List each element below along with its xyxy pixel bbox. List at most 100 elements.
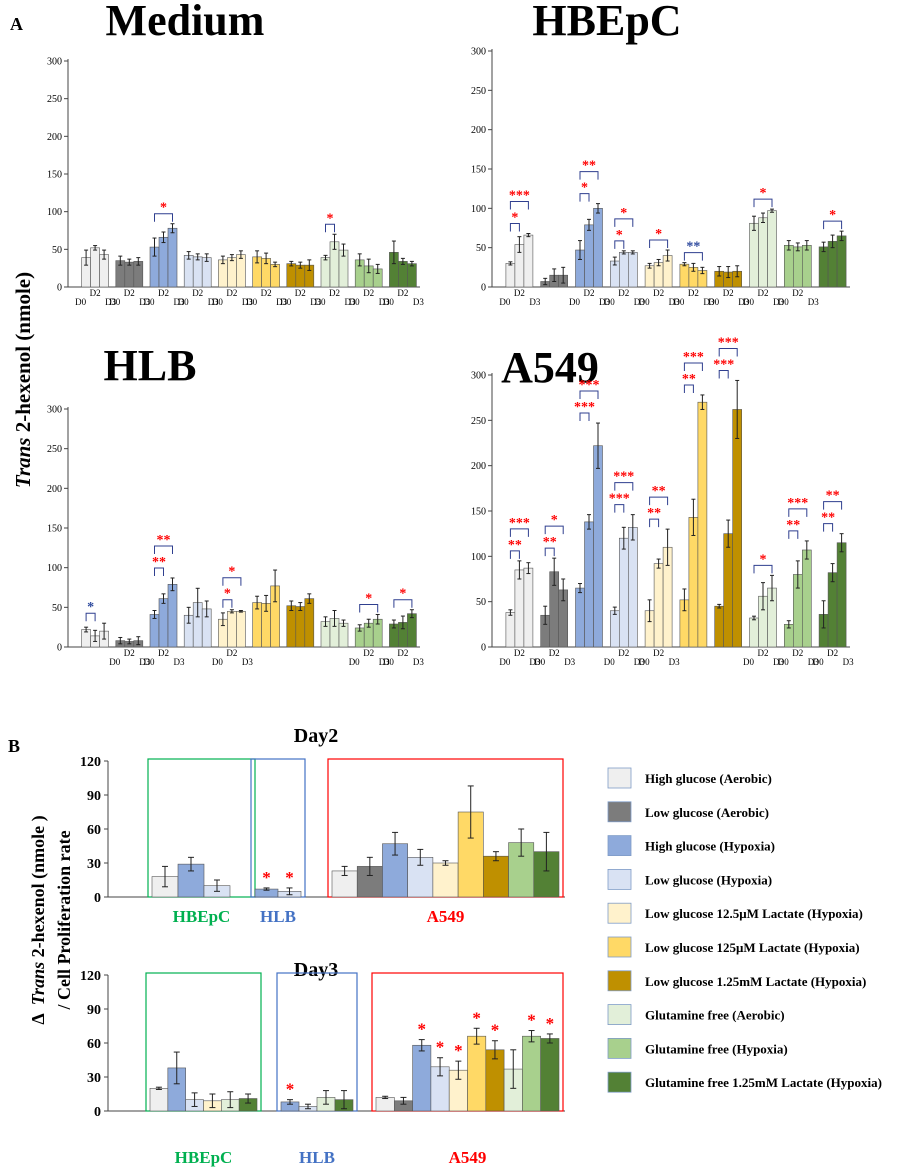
x-tick-label-d0: D0 [144,657,155,667]
bar [192,256,203,288]
section-box [250,758,306,898]
section-label: HLB [260,907,296,926]
bar [644,265,655,288]
y-tick-label: 250 [471,86,486,97]
x-tick-label-d0: D0 [778,297,789,307]
x-tick-label-d2: D2 [158,288,169,298]
significance-stars: * [472,1008,481,1027]
x-tick-label-d3: D3 [564,657,575,667]
x-tick-label-d0: D0 [280,297,291,307]
x-tick-label-d2: D2 [688,288,699,298]
legend-swatch [607,902,632,924]
significance-bracket [509,550,520,559]
significance-stars: ** [682,372,696,387]
chart-title: Medium [106,0,265,45]
x-tick-label-d0: D0 [534,657,545,667]
significance-bracket [788,508,808,517]
x-tick-label-d2: D2 [618,288,629,298]
bar [653,563,664,648]
x-tick-label-d3: D3 [276,297,287,307]
significance-bracket [579,390,599,400]
significance-stars: * [511,211,518,226]
significance-stars: ** [647,506,661,521]
x-tick-label-d3: D3 [413,657,424,667]
y-tick-label: 150 [471,507,486,518]
x-tick-label-d0: D0 [569,297,580,307]
x-tick-label-d3: D3 [529,657,540,667]
y-tick-label: 90 [87,1003,101,1018]
x-tick-label-d2: D2 [124,648,135,658]
chart-title: HBEpC [532,0,681,45]
x-tick-label-d0: D0 [743,657,754,667]
x-tick-label-d2: D2 [827,648,838,658]
significance-bracket [753,198,773,208]
section-label: A549 [427,907,465,926]
x-tick-label-d3: D3 [413,297,424,307]
significance-stars: * [436,1038,445,1057]
significance-bracket [154,567,164,576]
y-tick-label: 100 [471,204,486,215]
x-tick-label-d0: D0 [499,297,510,307]
significance-stars: *** [509,189,530,204]
bar [801,549,812,648]
bar [483,855,509,898]
significance-bracket [579,171,599,180]
significance-bracket [823,220,843,230]
significance-bracket [788,530,799,539]
significance-bracket [614,482,634,491]
bar [827,241,838,288]
y-tick-label: 200 [47,484,62,495]
bar [584,521,594,648]
bar [201,257,212,288]
significance-bracket [222,599,233,608]
bar [124,261,135,288]
bar [227,610,237,648]
y-tick-label: 300 [471,371,486,382]
legend-swatch [607,767,632,789]
x-tick-label-d0: D0 [109,297,120,307]
section-label: A549 [449,1148,487,1167]
legend-label: Glutamine free (Aerobic) [645,1008,785,1023]
significance-bracket [718,347,738,357]
panel-b-letter: B [8,736,20,756]
significance-bracket [614,240,625,249]
x-tick-label-d3: D3 [379,657,390,667]
bar [286,605,297,648]
significance-stars: ** [686,240,700,255]
significance-stars: *** [713,357,734,372]
bar [236,610,246,648]
y-tick-label: 100 [47,207,62,218]
y-tick-label: 30 [87,1071,101,1086]
significance-stars: ** [157,533,171,548]
significance-stars: *** [787,496,808,511]
significance-stars: * [327,211,334,226]
x-tick-label-d3: D3 [379,297,390,307]
significance-stars: ** [582,159,596,174]
y-tick-label: 150 [47,524,62,535]
bar [593,445,603,648]
significance-stars: *** [574,400,595,415]
x-tick-label-d0: D0 [349,657,360,667]
bar [749,222,759,288]
significance-bracket [85,612,96,622]
x-tick-label-d2: D2 [549,648,560,658]
legend: High glucose (Aerobic) Low glucose (Aerob… [607,767,882,1093]
x-tick-label-d3: D3 [310,297,321,307]
x-tick-label-d2: D2 [397,648,408,658]
x-tick-label-d2: D2 [226,648,237,658]
y-tick-label: 60 [87,1037,101,1052]
y-tick-label: 300 [471,47,486,58]
significance-bracket [544,525,564,535]
x-tick-label-d3: D3 [345,297,356,307]
significance-stars: * [285,868,294,887]
bar [792,246,803,288]
significance-bracket [649,518,660,528]
legend-swatch [607,801,632,823]
x-tick-label-d0: D0 [75,297,86,307]
y-tick-label: 50 [52,245,62,256]
bar [522,1035,542,1112]
panel-a-ylabel-italic: Trans [11,438,35,489]
legend-label: Glutamine free (Hypoxia) [645,1041,788,1056]
significance-stars: *** [613,470,634,485]
y-tick-label: 120 [80,969,101,984]
